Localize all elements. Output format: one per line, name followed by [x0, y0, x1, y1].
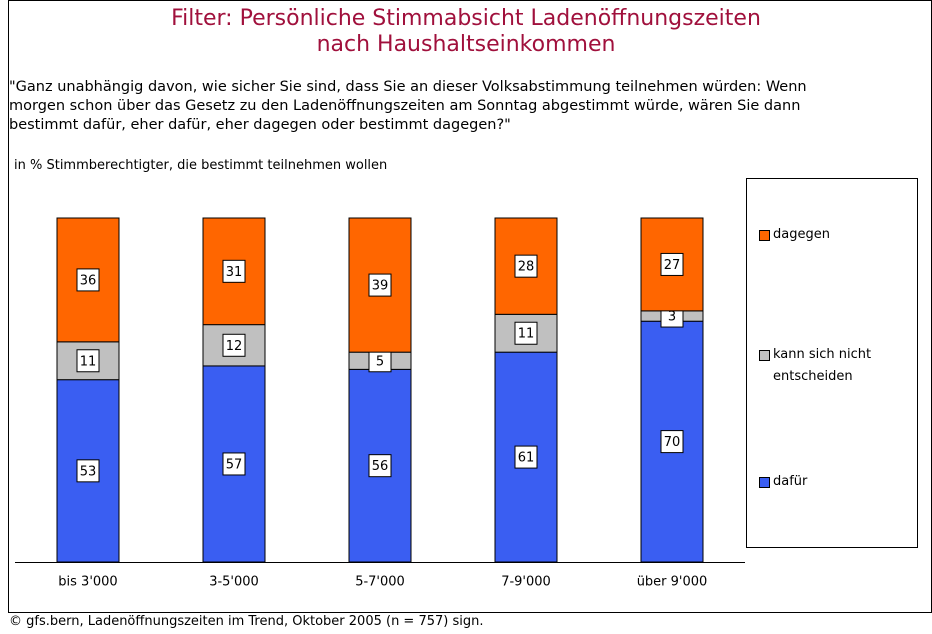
- value-label: 5: [376, 354, 384, 369]
- value-label-box: [514, 445, 538, 469]
- value-label-box: [514, 254, 538, 278]
- source: © gfs.bern, Ladenöffnungszeiten im Trend…: [9, 614, 484, 629]
- value-label-box: [368, 454, 392, 478]
- legend-label: kann sich nicht entscheiden: [773, 347, 872, 384]
- x-tick-label: 7-9'000: [501, 575, 551, 590]
- legend-item: dafür: [759, 471, 923, 493]
- value-label-box: [660, 252, 684, 276]
- legend-label: dagegen: [773, 227, 830, 242]
- question: "Ganz unabhängig davon, wie sicher Sie s…: [9, 79, 807, 133]
- y-label: in % Stimmberechtigter, die bestimmt tei…: [14, 158, 388, 173]
- value-label-box: [76, 459, 100, 483]
- value-label: 28: [518, 260, 535, 275]
- value-label: 56: [372, 459, 389, 474]
- value-label-box: [514, 321, 538, 345]
- value-label-box: [76, 268, 100, 292]
- value-label: 70: [664, 435, 681, 450]
- value-label: 61: [518, 451, 535, 466]
- value-label-box: [222, 333, 246, 357]
- value-label: 31: [226, 265, 243, 280]
- legend-swatch: [759, 230, 770, 241]
- value-label-box: [222, 259, 246, 283]
- legend-swatch: [759, 350, 770, 361]
- value-label: 36: [80, 273, 97, 288]
- x-tick-label: bis 3'000: [58, 575, 117, 590]
- legend-item: kann sich nicht entscheiden: [759, 344, 923, 388]
- x-tick-label: 3-5'000: [209, 575, 259, 590]
- legend-label: dafür: [773, 474, 808, 489]
- value-label: 57: [226, 457, 243, 472]
- legend-swatch: [759, 477, 770, 488]
- value-label-box: [368, 273, 392, 297]
- x-tick-label: über 9'000: [637, 575, 708, 590]
- value-label: 12: [226, 339, 243, 354]
- value-label-box: [76, 349, 100, 373]
- value-label: 27: [664, 258, 681, 273]
- value-label: 39: [372, 279, 389, 294]
- value-label: 11: [80, 354, 97, 369]
- value-label: 11: [518, 327, 535, 342]
- bar-segment: [640, 217, 704, 312]
- value-label-box: [222, 452, 246, 476]
- value-label: 3: [668, 310, 676, 325]
- chart-title: Filter: Persönliche Stimmabsicht Ladenöf…: [171, 6, 761, 57]
- legend-item: dagegen: [759, 224, 923, 246]
- x-tick-label: 5-7'000: [355, 575, 405, 590]
- value-label: 53: [80, 464, 97, 479]
- value-label-box: [660, 430, 684, 454]
- legend: dafür kann sich nicht entscheiden dagegen: [746, 178, 918, 548]
